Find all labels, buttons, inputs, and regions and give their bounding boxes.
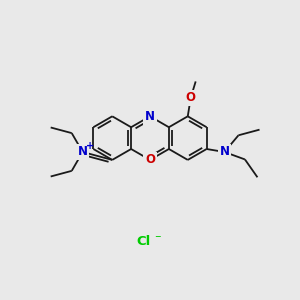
Text: Cl: Cl — [136, 235, 150, 248]
Text: ⁻: ⁻ — [154, 233, 161, 246]
Text: N: N — [145, 110, 155, 123]
Text: +: + — [85, 141, 94, 151]
Text: O: O — [145, 153, 155, 167]
Text: N: N — [78, 146, 88, 158]
Text: O: O — [186, 91, 196, 104]
Text: N: N — [220, 146, 230, 158]
